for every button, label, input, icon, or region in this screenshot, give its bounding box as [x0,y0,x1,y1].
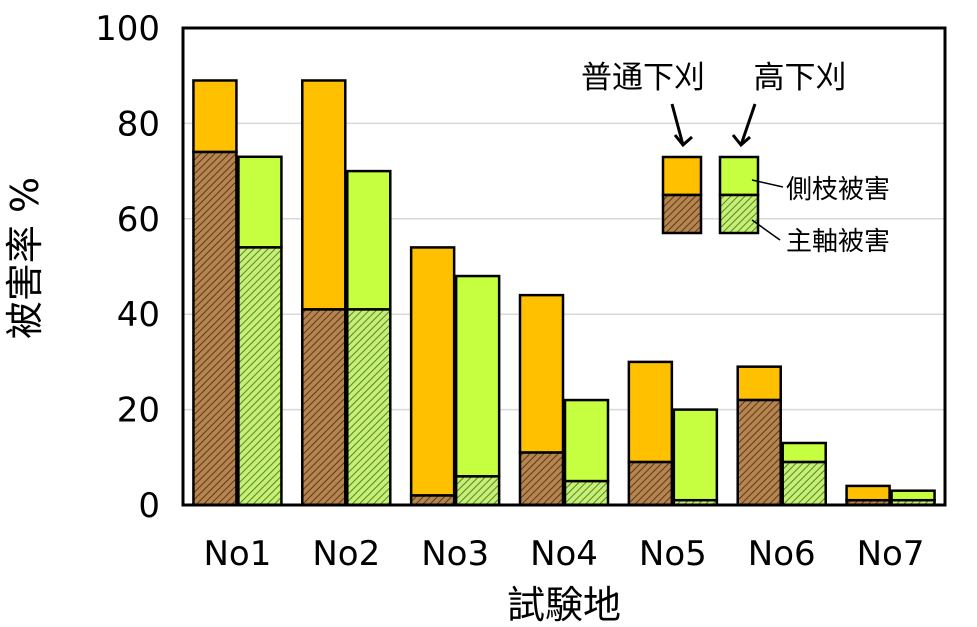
x-tick-label: No1 [203,534,271,574]
arrow-icon [670,103,685,146]
arrow-head-icon [731,134,751,148]
bar-side-damage-No5-1 [672,408,719,502]
legend-group-label: 普通下刈 [581,60,705,96]
bar-side-damage-No5-0 [627,360,674,464]
bar-main-damage-No6-1 [781,460,827,507]
bar-side-damage-No7-1 [890,489,936,502]
bar-main-damage-No2-0 [301,308,347,507]
y-tick-label: 20 [117,391,160,431]
bar-main-damage-No4-1 [563,479,610,507]
legend-leader [751,179,784,188]
bar-side-damage-No6-1 [781,441,827,464]
bar-main-damage-No1-0 [192,150,238,507]
legend-swatch-side-2 [718,155,760,197]
y-axis-label: 被害率 % [3,177,47,339]
bar-side-damage-No4-1 [563,398,610,483]
bar-side-damage-No2-1 [346,169,392,311]
arrow-head-icon [673,134,693,148]
y-tick-label: 0 [138,486,160,526]
x-tick-label: No2 [312,534,380,574]
bar-side-damage-No2-0 [301,79,347,311]
bar-side-damage-No7-0 [845,484,891,502]
legend-group-label: 高下刈 [754,60,847,96]
plot-frame [181,26,947,507]
bar-main-damage-No2-1 [346,308,392,507]
x-tick-label: No5 [639,534,707,574]
bar-main-damage-No1-1 [237,246,283,507]
x-tick-label: No7 [857,534,925,574]
x-axis-label: 試験地 [507,583,621,627]
bar-main-damage-No3-1 [454,475,501,507]
bar-side-damage-No3-0 [409,246,456,497]
x-tick-label: No6 [748,534,816,574]
legend-swatch-main-1 [661,193,703,235]
x-tick-label: No3 [421,534,489,574]
bar-main-damage-No4-0 [518,451,565,507]
bar-main-damage-No5-0 [627,460,674,507]
y-tick-label: 40 [117,295,160,335]
arrow-icon [739,103,757,146]
legend-part-label: 側枝被害 [786,175,890,205]
legend-part-label: 主軸被害 [786,227,890,257]
legend-swatch-side-1 [661,155,703,197]
legend-swatch-main-2 [718,193,760,235]
bar-side-damage-No1-1 [237,155,283,249]
bar-side-damage-No4-0 [518,293,565,454]
x-tick-label: No4 [530,534,598,574]
bar-side-damage-No1-0 [192,79,238,154]
y-tick-label: 60 [117,200,160,240]
legend-leader [751,219,781,241]
bar-side-damage-No3-1 [454,274,501,478]
bar-side-damage-No6-0 [736,365,782,402]
y-tick-label: 100 [95,9,160,49]
bar-main-damage-No6-0 [736,398,782,507]
y-tick-label: 80 [117,104,160,144]
